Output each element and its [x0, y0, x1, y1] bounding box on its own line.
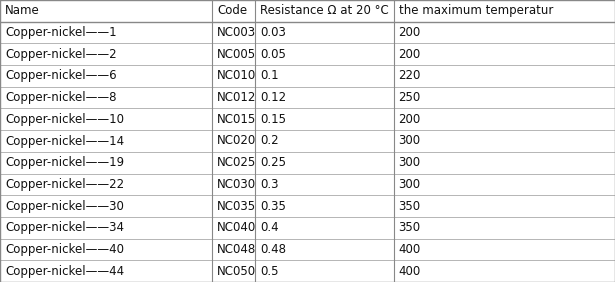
Text: Copper-nickel——30: Copper-nickel——30: [5, 200, 124, 213]
Bar: [0, 87, 615, 109]
Text: 300: 300: [399, 178, 421, 191]
Text: Copper-nickel——8: Copper-nickel——8: [5, 91, 116, 104]
Text: Copper-nickel——2: Copper-nickel——2: [5, 48, 117, 61]
Bar: [0, 217, 615, 239]
Text: NC015: NC015: [217, 113, 256, 126]
Text: NC025: NC025: [217, 156, 256, 169]
Text: NC020: NC020: [217, 135, 256, 147]
Text: 0.2: 0.2: [260, 135, 279, 147]
Text: 0.35: 0.35: [260, 200, 286, 213]
Bar: [0, 260, 615, 282]
Text: 0.1: 0.1: [260, 69, 279, 82]
Text: 300: 300: [399, 156, 421, 169]
Text: NC040: NC040: [217, 221, 256, 234]
Text: 200: 200: [399, 48, 421, 61]
Text: NC010: NC010: [217, 69, 256, 82]
Text: NC005: NC005: [217, 48, 256, 61]
Text: the maximum temperatur: the maximum temperatur: [399, 4, 553, 17]
Text: 220: 220: [399, 69, 421, 82]
Text: Copper-nickel——22: Copper-nickel——22: [5, 178, 124, 191]
Text: 400: 400: [399, 243, 421, 256]
Text: 200: 200: [399, 26, 421, 39]
Text: NC050: NC050: [217, 265, 256, 278]
Text: 400: 400: [399, 265, 421, 278]
Text: NC048: NC048: [217, 243, 256, 256]
Text: 0.48: 0.48: [260, 243, 286, 256]
Bar: [0, 109, 615, 130]
Bar: [0, 65, 615, 87]
Text: 300: 300: [399, 135, 421, 147]
Text: Copper-nickel——40: Copper-nickel——40: [5, 243, 124, 256]
Text: NC035: NC035: [217, 200, 256, 213]
Text: 350: 350: [399, 200, 421, 213]
Text: Copper-nickel——34: Copper-nickel——34: [5, 221, 124, 234]
Text: 0.5: 0.5: [260, 265, 279, 278]
Bar: [0, 152, 615, 173]
Text: Code: Code: [217, 4, 247, 17]
Text: NC012: NC012: [217, 91, 256, 104]
Text: Copper-nickel——1: Copper-nickel——1: [5, 26, 117, 39]
Text: 0.12: 0.12: [260, 91, 286, 104]
Text: 0.4: 0.4: [260, 221, 279, 234]
Text: Resistance Ω at 20 °C: Resistance Ω at 20 °C: [260, 4, 389, 17]
Text: Name: Name: [5, 4, 40, 17]
Text: 250: 250: [399, 91, 421, 104]
Bar: [0, 173, 615, 195]
Bar: [0, 195, 615, 217]
Text: NC030: NC030: [217, 178, 256, 191]
Text: 200: 200: [399, 113, 421, 126]
Text: 350: 350: [399, 221, 421, 234]
Text: 0.15: 0.15: [260, 113, 286, 126]
Bar: [0, 130, 615, 152]
Bar: [0, 43, 615, 65]
Text: Copper-nickel——10: Copper-nickel——10: [5, 113, 124, 126]
Text: 0.05: 0.05: [260, 48, 286, 61]
Text: 0.25: 0.25: [260, 156, 286, 169]
Text: Copper-nickel——14: Copper-nickel——14: [5, 135, 124, 147]
Bar: [0, 22, 615, 43]
Bar: [0, 0, 615, 22]
Text: 0.3: 0.3: [260, 178, 279, 191]
Text: Copper-nickel——44: Copper-nickel——44: [5, 265, 124, 278]
Text: Copper-nickel——6: Copper-nickel——6: [5, 69, 117, 82]
Text: 0.03: 0.03: [260, 26, 286, 39]
Text: NC003: NC003: [217, 26, 256, 39]
Text: Copper-nickel——19: Copper-nickel——19: [5, 156, 124, 169]
Bar: [0, 239, 615, 260]
